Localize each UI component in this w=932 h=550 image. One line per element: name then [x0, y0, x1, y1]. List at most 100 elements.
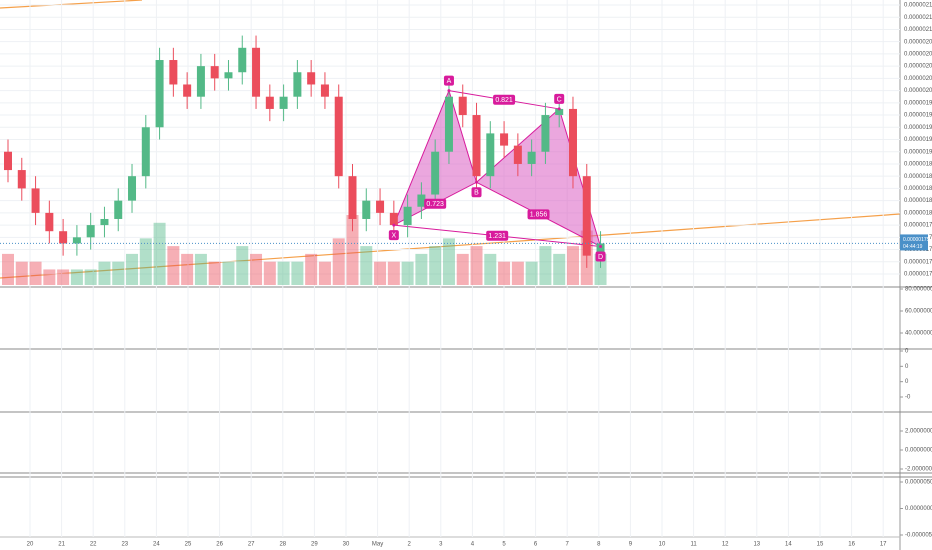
volume-bar [318, 261, 331, 285]
pattern-point [599, 244, 603, 248]
pattern-point [557, 107, 561, 111]
countdown: 04:44:19 [903, 244, 923, 250]
pattern-point [447, 89, 451, 93]
candle-body [169, 60, 178, 85]
volume-bar [539, 246, 552, 285]
candle-body [582, 176, 591, 256]
ratio-label: 1.856 [530, 212, 548, 219]
volume-bar [415, 253, 428, 285]
x-tick-label: 2 [408, 542, 412, 548]
pane-tick-label: -0 [905, 395, 911, 401]
candle-body [417, 194, 426, 207]
x-tick-label: 7 [566, 542, 570, 548]
candle-body [252, 47, 261, 97]
candle-body [596, 243, 605, 256]
volume-bar [442, 238, 455, 285]
y-tick-label: 0.00000202 [904, 76, 932, 82]
x-tick-label: 26 [216, 542, 223, 548]
x-tick-label: 15 [817, 542, 824, 548]
x-tick-label: 4 [471, 542, 475, 548]
volume-bar [15, 261, 28, 285]
candle-body [224, 72, 233, 79]
candle-body [210, 66, 219, 79]
volume-bar [484, 253, 497, 285]
candle-body [431, 151, 440, 195]
volume-bar [112, 261, 125, 285]
x-tick-label: 8 [597, 542, 601, 548]
y-tick-label: 0.00000188 [904, 162, 932, 168]
x-tick-label: 30 [343, 542, 350, 548]
ratio-label-box [424, 198, 447, 209]
candle-body [238, 47, 247, 73]
pattern-point-label: C [557, 96, 562, 103]
volume-bar [374, 261, 387, 285]
volume-bar [194, 253, 207, 285]
candle-body [458, 96, 467, 116]
pane-tick-label: 0.00000500 [905, 480, 932, 486]
x-tick-label: 29 [311, 542, 318, 548]
x-tick-label: 24 [153, 542, 160, 548]
candle-body [141, 127, 150, 177]
y-tick-label: 0.00000184 [904, 186, 932, 192]
x-tick-label: 10 [659, 542, 666, 548]
x-tick-label: 25 [185, 542, 192, 548]
candle-body [307, 72, 316, 85]
ratio-label-box [527, 209, 550, 220]
y-tick-label: 0.00000214 [904, 3, 932, 9]
x-tick-label: 12 [722, 542, 729, 548]
volume-bar [263, 261, 276, 285]
volume-bar [126, 253, 139, 285]
pattern-point-label-box [443, 75, 454, 86]
candle-body [472, 115, 481, 177]
price-box [900, 234, 928, 251]
x-tick-label: 16 [848, 542, 855, 548]
x-tick-label: 14 [785, 542, 792, 548]
pane-tick-label: 0 [905, 379, 909, 385]
candle-body [196, 66, 205, 97]
pane-tick-label: 0 [905, 349, 909, 355]
x-tick-label: 11 [690, 542, 697, 548]
candle-body [513, 145, 522, 164]
candle-body [265, 96, 274, 109]
volume-bar [566, 246, 579, 285]
y-tick-label: 0.00000198 [904, 100, 932, 106]
x-tick-label: 13 [753, 542, 760, 548]
y-tick-label: 0.00000186 [904, 174, 932, 180]
y-tick-label: 0.00000204 [904, 64, 932, 70]
candle-body [362, 200, 371, 219]
x-tick-label: 9 [629, 542, 633, 548]
candle-body [59, 231, 68, 244]
candle-body [183, 84, 192, 97]
x-tick-label: 27 [248, 542, 255, 548]
candle-body [527, 151, 536, 164]
pattern-point-label-box [471, 187, 482, 198]
volume-bar [208, 261, 221, 285]
ratio-label-box [486, 230, 509, 241]
volume-bar [139, 238, 152, 285]
volume-bar [511, 261, 524, 285]
candle-body [100, 218, 109, 226]
x-tick-label: 6 [534, 542, 538, 548]
volume-bar [153, 222, 166, 285]
volume-bar [332, 238, 345, 285]
candle-body [555, 108, 564, 116]
volume-bar [360, 246, 373, 285]
candle-body [86, 225, 95, 238]
candle-body [486, 133, 495, 177]
pattern-point [475, 180, 479, 184]
candle-body [403, 206, 412, 226]
volume-bar [470, 246, 483, 285]
volume-bar [181, 253, 194, 285]
volume-bar [43, 269, 56, 285]
